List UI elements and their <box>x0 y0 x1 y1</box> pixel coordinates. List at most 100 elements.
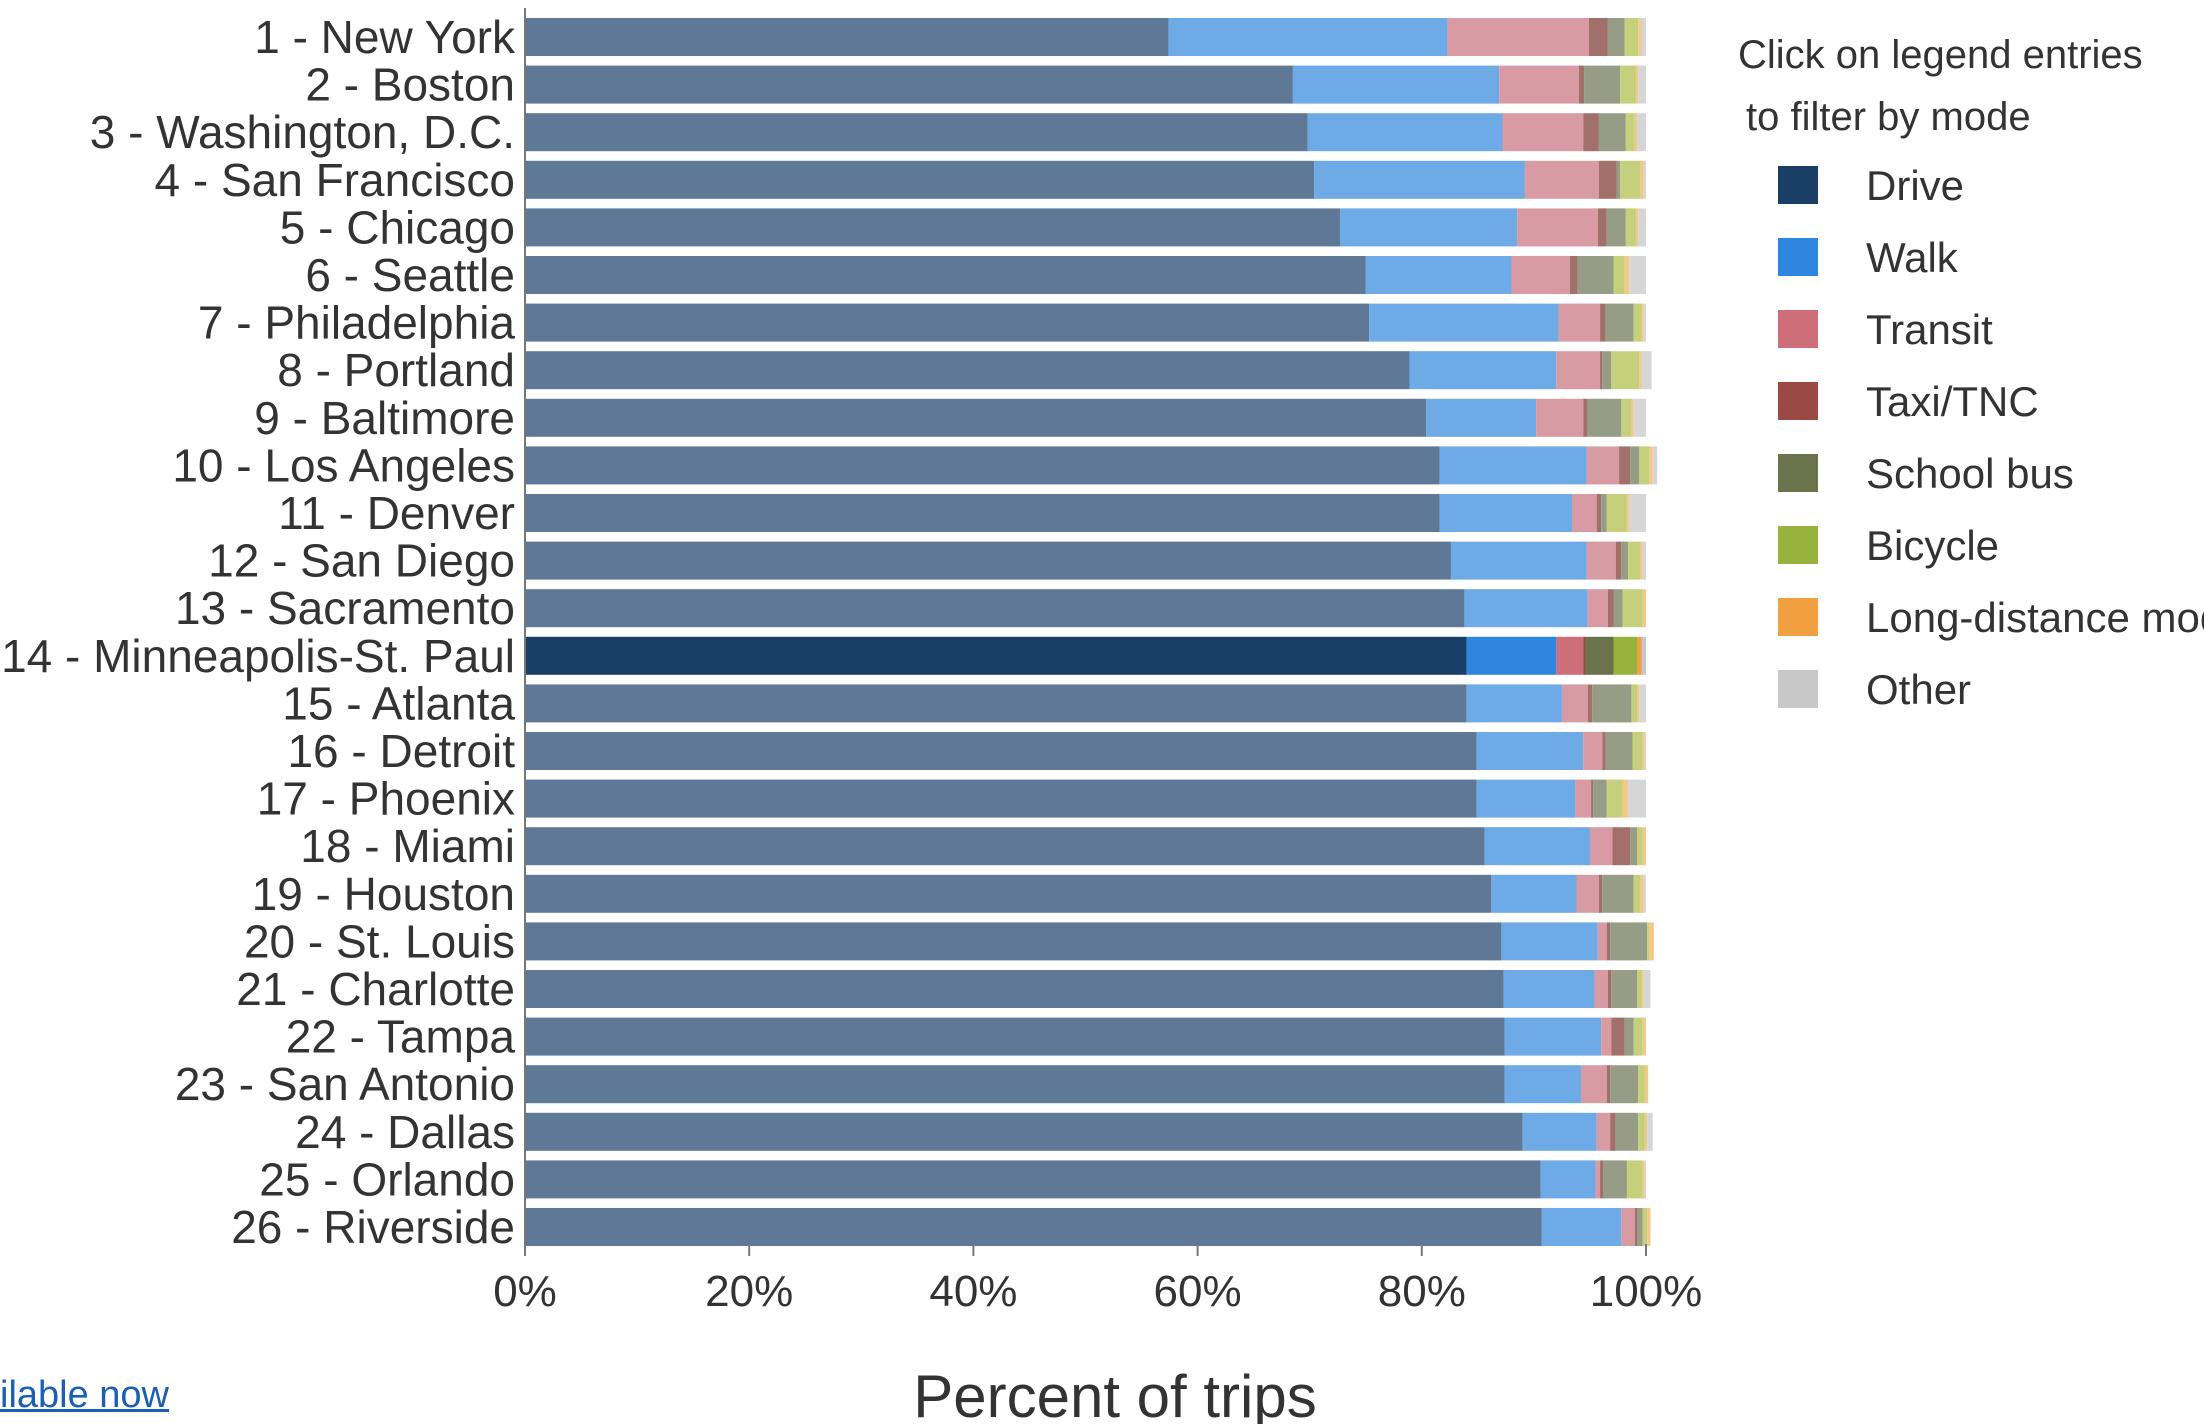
bar-2-boston-other[interactable] <box>1638 65 1646 104</box>
bar-14-minneapolis-st-paul-transit[interactable] <box>1556 636 1584 675</box>
bar-22-tampa-transit[interactable] <box>1601 1017 1612 1056</box>
bar-19-houston-other[interactable] <box>1643 874 1646 913</box>
bar-21-charlotte-long-distance-mode[interactable] <box>1641 970 1644 1008</box>
bar-17-phoenix-school-bus[interactable] <box>1593 779 1607 818</box>
bar-11-denver-walk[interactable] <box>1439 494 1573 532</box>
bar-17-phoenix-long-distance-mode[interactable] <box>1622 779 1629 818</box>
bar-3-washington-d-c-school-bus[interactable] <box>1598 113 1626 152</box>
legend-label-transit[interactable]: Transit <box>1866 306 1993 353</box>
bar-13-sacramento-long-distance-mode[interactable] <box>1642 589 1646 628</box>
bar-9-baltimore-bicycle[interactable] <box>1621 398 1632 437</box>
bar-3-washington-d-c-other[interactable] <box>1637 113 1646 152</box>
bar-14-minneapolis-st-paul-walk[interactable] <box>1466 636 1557 675</box>
bar-8-portland-bicycle[interactable] <box>1611 351 1640 390</box>
bar-19-houston-bicycle[interactable] <box>1633 874 1641 913</box>
bar-4-san-francisco-long-distance-mode[interactable] <box>1640 160 1644 199</box>
bar-26-riverside-long-distance-mode[interactable] <box>1647 1208 1651 1246</box>
bar-15-atlanta-bicycle[interactable] <box>1631 684 1638 723</box>
bar-26-riverside-taxi-tnc[interactable] <box>1634 1208 1638 1246</box>
bar-1-new-york-other[interactable] <box>1641 18 1646 56</box>
bar-24-dallas-drive[interactable] <box>525 1112 1523 1151</box>
bar-9-baltimore-long-distance-mode[interactable] <box>1631 398 1634 437</box>
legend-swatch-school-bus[interactable] <box>1778 454 1818 492</box>
bar-22-tampa-taxi-tnc[interactable] <box>1611 1017 1625 1056</box>
bar-25-orlando-long-distance-mode[interactable] <box>1642 1160 1645 1199</box>
bar-14-minneapolis-st-paul-other[interactable] <box>1641 636 1646 675</box>
bar-4-san-francisco-school-bus[interactable] <box>1616 160 1621 199</box>
bar-10-los-angeles-transit[interactable] <box>1586 446 1620 485</box>
bar-20-st-louis-bicycle[interactable] <box>1647 922 1650 961</box>
bar-2-boston-bicycle[interactable] <box>1620 65 1636 104</box>
bar-25-orlando-drive[interactable] <box>525 1160 1541 1199</box>
bar-7-philadelphia-bicycle[interactable] <box>1633 303 1642 342</box>
bar-25-orlando-other[interactable] <box>1644 1160 1646 1199</box>
bar-7-philadelphia-school-bus[interactable] <box>1605 303 1634 342</box>
bar-18-miami-taxi-tnc[interactable] <box>1612 827 1631 866</box>
bar-3-washington-d-c-taxi-tnc[interactable] <box>1583 113 1599 152</box>
bar-12-san-diego-walk[interactable] <box>1450 541 1587 580</box>
bar-19-houston-transit[interactable] <box>1576 874 1599 913</box>
bar-23-san-antonio-long-distance-mode[interactable] <box>1644 1065 1649 1104</box>
bar-3-washington-d-c-long-distance-mode[interactable] <box>1634 113 1638 152</box>
bar-10-los-angeles-long-distance-mode[interactable] <box>1649 446 1653 485</box>
bar-13-sacramento-transit[interactable] <box>1587 589 1608 628</box>
bar-9-baltimore-transit[interactable] <box>1536 398 1584 437</box>
bar-3-washington-d-c-transit[interactable] <box>1502 113 1584 152</box>
bar-24-dallas-walk[interactable] <box>1522 1112 1597 1151</box>
bar-16-detroit-bicycle[interactable] <box>1632 732 1643 770</box>
bar-26-riverside-transit[interactable] <box>1621 1208 1635 1246</box>
bar-9-baltimore-walk[interactable] <box>1426 398 1537 437</box>
bar-8-portland-other[interactable] <box>1641 351 1652 390</box>
bar-11-denver-transit[interactable] <box>1572 494 1597 532</box>
bar-2-boston-long-distance-mode[interactable] <box>1635 65 1639 104</box>
bar-21-charlotte-walk[interactable] <box>1503 970 1595 1008</box>
bar-6-seattle-drive[interactable] <box>525 256 1366 294</box>
bar-4-san-francisco-taxi-tnc[interactable] <box>1598 160 1617 199</box>
bar-21-charlotte-transit[interactable] <box>1594 970 1608 1008</box>
bar-17-phoenix-other[interactable] <box>1628 779 1646 818</box>
bar-5-chicago-long-distance-mode[interactable] <box>1635 208 1639 247</box>
bar-6-seattle-walk[interactable] <box>1365 256 1512 294</box>
bar-1-new-york-taxi-tnc[interactable] <box>1588 18 1608 56</box>
bar-21-charlotte-bicycle[interactable] <box>1637 970 1642 1008</box>
bar-26-riverside-walk[interactable] <box>1541 1208 1622 1246</box>
bar-12-san-diego-other[interactable] <box>1642 541 1646 580</box>
bar-17-phoenix-taxi-tnc[interactable] <box>1591 779 1594 818</box>
bar-6-seattle-other[interactable] <box>1629 256 1646 294</box>
bar-5-chicago-drive[interactable] <box>525 208 1340 247</box>
bar-7-philadelphia-walk[interactable] <box>1369 303 1559 342</box>
bar-1-new-york-school-bus[interactable] <box>1607 18 1625 56</box>
bar-15-atlanta-walk[interactable] <box>1466 684 1562 723</box>
bar-1-new-york-long-distance-mode[interactable] <box>1638 18 1642 56</box>
bar-21-charlotte-other[interactable] <box>1643 970 1651 1008</box>
bar-13-sacramento-bicycle[interactable] <box>1622 589 1643 628</box>
bar-11-denver-school-bus[interactable] <box>1601 494 1607 532</box>
legend-swatch-transit[interactable] <box>1778 310 1818 348</box>
bar-26-riverside-bicycle[interactable] <box>1642 1208 1648 1246</box>
bar-15-atlanta-transit[interactable] <box>1561 684 1588 723</box>
bar-22-tampa-drive[interactable] <box>525 1017 1505 1056</box>
bar-17-phoenix-drive[interactable] <box>525 779 1477 818</box>
bar-6-seattle-long-distance-mode[interactable] <box>1624 256 1630 294</box>
bar-26-riverside-school-bus[interactable] <box>1637 1208 1643 1246</box>
bar-8-portland-transit[interactable] <box>1556 351 1601 390</box>
bar-9-baltimore-taxi-tnc[interactable] <box>1583 398 1588 437</box>
bar-23-san-antonio-taxi-tnc[interactable] <box>1606 1065 1611 1104</box>
bar-6-seattle-bicycle[interactable] <box>1613 256 1625 294</box>
bar-18-miami-long-distance-mode[interactable] <box>1642 827 1646 866</box>
bar-11-denver-bicycle[interactable] <box>1606 494 1627 532</box>
bar-25-orlando-walk[interactable] <box>1540 1160 1596 1199</box>
bar-10-los-angeles-drive[interactable] <box>525 446 1440 485</box>
bar-11-denver-long-distance-mode[interactable] <box>1626 494 1630 532</box>
bar-23-san-antonio-bicycle[interactable] <box>1638 1065 1645 1104</box>
bar-15-atlanta-taxi-tnc[interactable] <box>1587 684 1593 723</box>
bar-23-san-antonio-drive[interactable] <box>525 1065 1505 1104</box>
bar-16-detroit-walk[interactable] <box>1476 732 1584 770</box>
bar-5-chicago-other[interactable] <box>1638 208 1646 247</box>
bar-8-portland-walk[interactable] <box>1409 351 1557 390</box>
bar-25-orlando-bicycle[interactable] <box>1626 1160 1643 1199</box>
bar-24-dallas-school-bus[interactable] <box>1615 1112 1639 1151</box>
bar-1-new-york-drive[interactable] <box>525 18 1169 56</box>
bar-3-washington-d-c-bicycle[interactable] <box>1625 113 1635 152</box>
bar-9-baltimore-school-bus[interactable] <box>1587 398 1622 437</box>
